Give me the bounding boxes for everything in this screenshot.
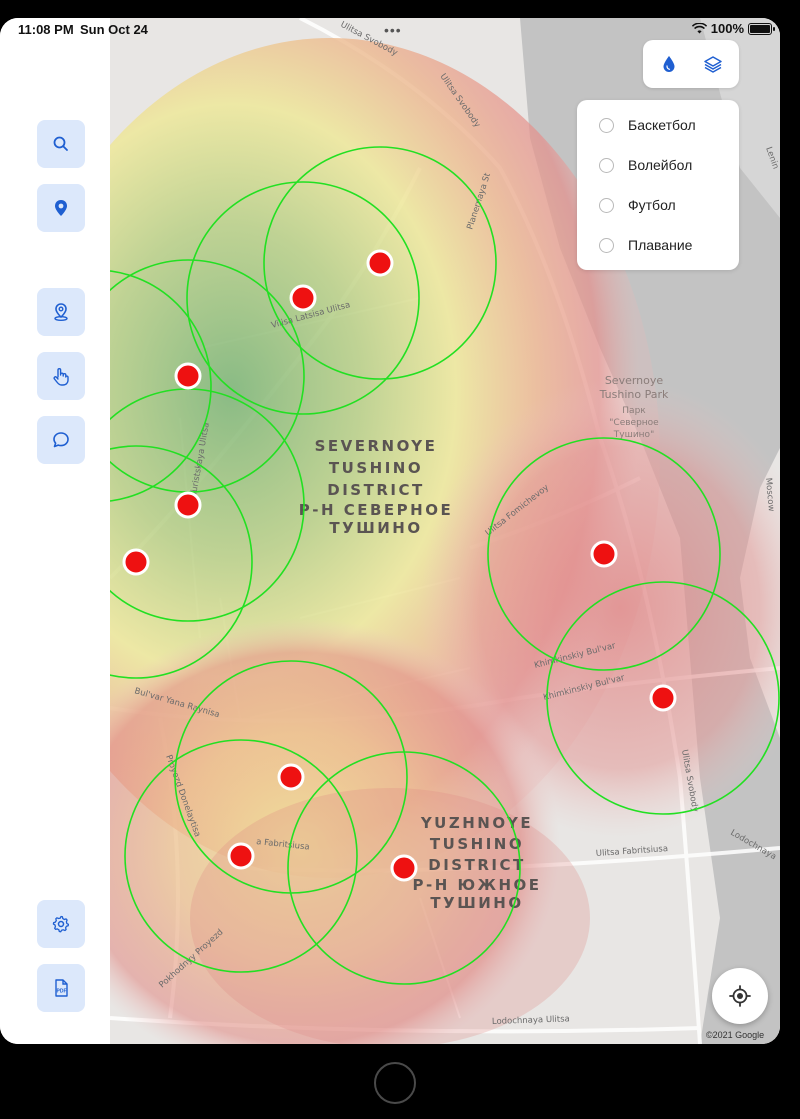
svg-text:Парк: Парк — [622, 406, 646, 416]
sport-marker[interactable] — [122, 548, 150, 576]
svg-text:TUSHINO: TUSHINO — [430, 835, 524, 853]
svg-text:Р-Н ЮЖНОЕ: Р-Н ЮЖНОЕ — [412, 876, 541, 894]
filter-label: Плавание — [628, 237, 693, 253]
filter-label: Волейбол — [628, 157, 693, 173]
svg-text:DISTRICT: DISTRICT — [428, 856, 525, 874]
radio-button[interactable] — [599, 197, 614, 213]
sport-filter-panel: Баскетбол Волейбол Футбол Плавание — [577, 100, 739, 270]
sport-marker[interactable] — [174, 362, 202, 390]
zone-circle — [487, 437, 721, 671]
status-date: Sun Oct 24 — [80, 22, 148, 37]
water-drop-icon — [663, 56, 675, 72]
hand-pointer-icon — [53, 368, 69, 386]
street-label: Lodochnaya Ulitsa — [492, 1014, 570, 1027]
filter-option-football[interactable]: Футбол — [599, 193, 676, 217]
svg-text:ТУШИНО: ТУШИНО — [329, 519, 422, 537]
sidebar: PDF — [0, 18, 110, 1044]
svg-text:PDF: PDF — [57, 989, 67, 995]
zone-circle — [263, 146, 497, 380]
zone-circle — [287, 751, 521, 985]
filter-label: Баскетбол — [628, 117, 696, 133]
search-button[interactable] — [37, 120, 85, 168]
district-label-severnoye: SEVERNOYE TUSHINO DISTRICT Р-Н СЕВЕРНОЕ … — [299, 437, 453, 537]
battery-icon — [748, 22, 775, 35]
park-label: Severnoye Tushino Park Парк "Северное Ту… — [599, 374, 669, 440]
settings-button[interactable] — [37, 900, 85, 948]
layers-icon — [704, 56, 722, 73]
filter-option-volleyball[interactable]: Волейбол — [599, 153, 692, 177]
radio-button[interactable] — [599, 237, 614, 253]
svg-text:"Северное: "Северное — [609, 418, 659, 428]
heatmap-toggle-button[interactable] — [652, 47, 686, 81]
radio-button[interactable] — [599, 157, 614, 173]
svg-text:Severnoye: Severnoye — [605, 374, 664, 387]
home-button[interactable] — [374, 1062, 416, 1104]
wifi-icon — [691, 23, 707, 34]
zone-circle — [124, 739, 358, 973]
zone-circle — [546, 581, 780, 815]
crosshair-icon — [729, 985, 751, 1007]
svg-text:TUSHINO: TUSHINO — [329, 459, 423, 477]
street-label: Moscow — [763, 477, 776, 512]
status-bar: 11:08 PM Sun Oct 24 ••• 100% — [0, 0, 800, 40]
search-icon — [53, 136, 68, 151]
svg-text:DISTRICT: DISTRICT — [327, 481, 424, 499]
sport-marker[interactable] — [366, 249, 394, 277]
zone-circle — [186, 181, 420, 415]
map-tools — [643, 40, 739, 88]
sport-marker[interactable] — [277, 763, 305, 791]
location-marker-button[interactable] — [37, 288, 85, 336]
gear-icon — [52, 915, 70, 933]
app-screen: Ulitsa Svobody Ulitsa Svobody Planernaya… — [0, 18, 780, 1044]
map-copyright: ©2021 Google — [706, 1030, 765, 1040]
layers-button[interactable] — [696, 47, 730, 81]
radio-button[interactable] — [599, 117, 614, 133]
location-marker-icon — [54, 303, 68, 321]
svg-text:Р-Н СЕВЕРНОЕ: Р-Н СЕВЕРНОЕ — [299, 501, 453, 519]
pdf-export-button[interactable]: PDF — [37, 964, 85, 1012]
svg-text:Тушино": Тушино" — [613, 430, 654, 440]
chat-button[interactable] — [37, 416, 85, 464]
pin-icon — [55, 200, 67, 216]
multitasking-dots[interactable]: ••• — [384, 22, 402, 38]
district-label-yuzhnoye: YUZHNOYE TUSHINO DISTRICT Р-Н ЮЖНОЕ ТУШИ… — [412, 814, 541, 912]
hand-pointer-button[interactable] — [37, 352, 85, 400]
sport-marker[interactable] — [289, 284, 317, 312]
sport-marker[interactable] — [174, 491, 202, 519]
sport-marker[interactable] — [590, 540, 618, 568]
my-location-button[interactable] — [712, 968, 768, 1024]
battery-percent: 100% — [710, 21, 744, 36]
pdf-icon: PDF — [55, 979, 68, 997]
svg-text:ТУШИНО: ТУШИНО — [430, 894, 523, 912]
sport-marker[interactable] — [649, 684, 677, 712]
pin-button[interactable] — [37, 184, 85, 232]
sport-marker[interactable] — [390, 854, 418, 882]
svg-text:SEVERNOYE: SEVERNOYE — [315, 437, 438, 455]
filter-option-basketball[interactable]: Баскетбол — [599, 113, 696, 137]
status-time: 11:08 PM — [18, 22, 74, 37]
chat-bubble-icon — [53, 432, 69, 448]
filter-option-swimming[interactable]: Плавание — [599, 233, 692, 257]
sport-marker[interactable] — [227, 842, 255, 870]
svg-text:YUZHNOYE: YUZHNOYE — [420, 814, 533, 832]
status-right: 100% — [691, 21, 775, 36]
svg-text:Tushino Park: Tushino Park — [599, 388, 669, 401]
filter-label: Футбол — [628, 197, 676, 213]
